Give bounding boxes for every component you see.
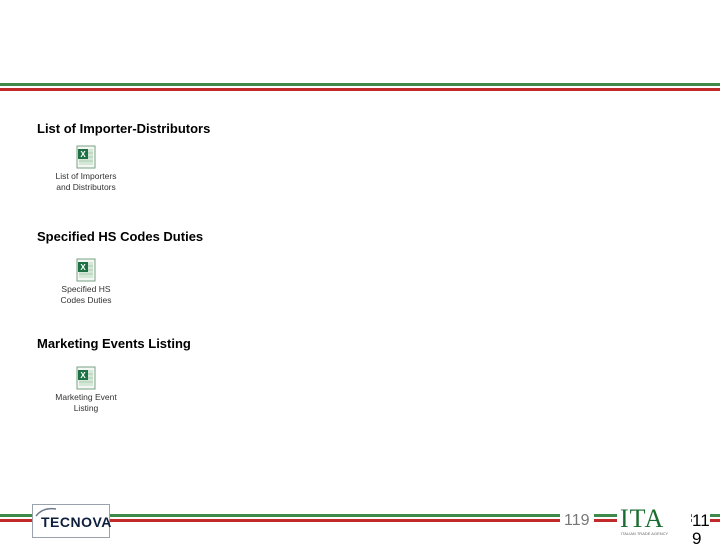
svg-text:X: X — [80, 263, 86, 272]
tecnova-swoosh-icon — [35, 507, 57, 517]
attachment-marketing-events[interactable]: X Marketing Event Listing — [41, 366, 131, 413]
footer-green-stripe — [0, 514, 720, 517]
footer-white-stripe — [0, 517, 720, 519]
page-number-right: 11 9 — [692, 511, 710, 548]
attachment-caption: Marketing Event Listing — [55, 392, 117, 413]
footer-red-stripe — [0, 519, 720, 522]
section-title-importers: List of Importer-Distributors — [37, 121, 211, 136]
section-title-marketing-events: Marketing Events Listing — [37, 336, 191, 351]
tecnova-logo: TECNOVA — [32, 504, 112, 538]
excel-file-icon: X — [76, 258, 96, 282]
ita-logo-subtitle: ITALIAN TRADE AGENCY — [621, 531, 669, 536]
excel-file-icon: X — [76, 145, 96, 169]
page-number-middle: 119 — [560, 512, 594, 530]
section-title-hs-codes: Specified HS Codes Duties — [37, 229, 204, 244]
attachment-importers[interactable]: X List of Importers and Distributors — [41, 145, 131, 192]
ita-logo-text: ITA — [620, 504, 665, 533]
top-red-stripe — [0, 88, 720, 91]
excel-file-icon: X — [76, 366, 96, 390]
ita-logo: ITA ITALIAN TRADE AGENCY — [617, 504, 691, 538]
attachment-caption: Specified HS Codes Duties — [60, 284, 112, 305]
attachment-hs-codes[interactable]: X Specified HS Codes Duties — [41, 258, 131, 305]
svg-text:X: X — [80, 150, 86, 159]
attachment-caption: List of Importers and Distributors — [55, 171, 117, 192]
top-white-stripe — [0, 86, 720, 88]
svg-text:X: X — [80, 371, 86, 380]
top-green-stripe — [0, 83, 720, 86]
tecnova-logo-text: TECNOVA — [41, 514, 112, 530]
